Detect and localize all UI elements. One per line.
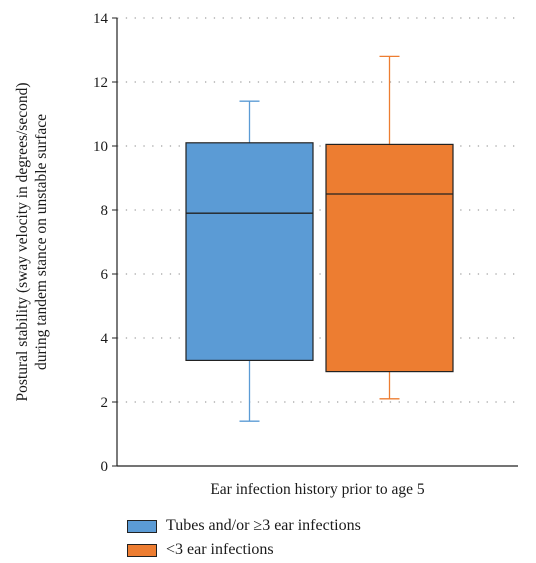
legend-item-fewer: <3 ear infections	[127, 538, 361, 562]
y-tick-label: 10	[93, 139, 108, 155]
y-tick-label: 2	[101, 395, 109, 411]
axes	[112, 17, 518, 467]
y-tick-label: 6	[101, 267, 109, 283]
legend-label-fewer: <3 ear infections	[166, 541, 274, 558]
y-tick-label: 12	[93, 75, 108, 91]
y-tick-labels: 0 2 4 6 8 10 12 14	[93, 11, 109, 475]
y-tick-label: 8	[101, 203, 109, 219]
legend-swatch-orange	[127, 543, 157, 557]
box-fewer	[325, 55, 454, 400]
legend-label-tubes: Tubes and/or ≥3 ear infections	[166, 517, 361, 534]
box-iqr	[325, 143, 454, 373]
box-tubes	[185, 100, 314, 422]
legend-item-tubes: Tubes and/or ≥3 ear infections	[127, 514, 361, 538]
box-series	[185, 55, 454, 422]
x-axis-label: Ear infection history prior to age 5	[210, 481, 425, 498]
legend-swatch-blue	[127, 519, 157, 533]
box-iqr	[185, 142, 314, 362]
box-plot-chart: 0 2 4 6 8 10 12 14 Postural stability (sway vel…	[14, 11, 518, 498]
y-axis-label-line2: during tandem stance on unstable surface	[33, 114, 50, 370]
legend: Tubes and/or ≥3 ear infections <3 ear in…	[127, 514, 361, 562]
y-tick-label: 14	[93, 11, 109, 27]
y-axis-label-line1: Postural stability (sway velocity in deg…	[14, 83, 31, 402]
gridlines	[117, 17, 518, 403]
y-tick-label: 4	[101, 331, 109, 347]
y-tick-label: 0	[101, 459, 109, 475]
